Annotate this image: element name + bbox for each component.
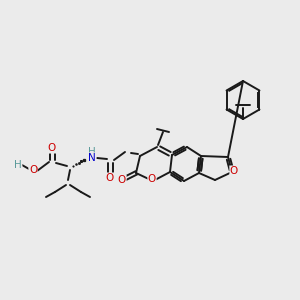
Text: O: O [48, 143, 56, 153]
Text: H: H [14, 160, 22, 170]
Text: O: O [118, 175, 126, 185]
Text: O: O [29, 165, 37, 175]
Text: H: H [14, 160, 22, 170]
Text: O: O [29, 165, 37, 175]
Text: O: O [230, 166, 238, 176]
Text: N: N [88, 153, 96, 163]
Text: O: O [106, 173, 114, 183]
Text: O: O [148, 174, 156, 184]
Text: H: H [88, 147, 96, 157]
Text: O: O [48, 143, 56, 153]
Text: H: H [88, 147, 96, 157]
Text: O: O [118, 175, 126, 185]
Text: O: O [106, 173, 114, 183]
Text: N: N [88, 153, 96, 163]
Text: O: O [148, 174, 156, 184]
Text: O: O [230, 166, 238, 176]
